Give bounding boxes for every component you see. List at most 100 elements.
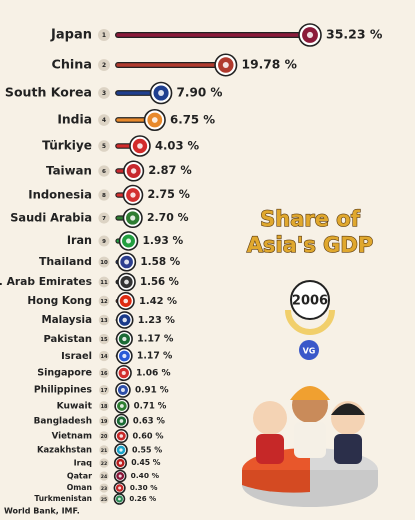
value-label: 1.17 % [137, 351, 172, 362]
category-label: Japan [50, 28, 92, 43]
rank-badge [98, 367, 110, 379]
rank: 19 [101, 419, 108, 425]
rank-badge [98, 189, 110, 201]
category-label: Malaysia [42, 314, 93, 326]
flag-emblem [122, 317, 127, 323]
category-label: Pakistan [43, 334, 92, 345]
flag-emblem [118, 461, 123, 465]
flag-emblem [124, 279, 129, 285]
rank: 8 [102, 193, 106, 199]
value-label: 0.63 % [133, 416, 166, 426]
category-label: Thailand [39, 255, 92, 268]
flag-emblem [306, 31, 314, 39]
rank-badge [99, 416, 109, 426]
rank: 14 [100, 354, 108, 360]
rank-badge [98, 165, 110, 177]
category-label: Qatar [67, 472, 92, 481]
rank: 4 [102, 118, 106, 124]
rank: 20 [101, 434, 108, 440]
rank-badge [99, 445, 109, 455]
rank: 21 [101, 448, 108, 454]
rank: 9 [102, 239, 106, 245]
value-label: 1.93 % [143, 234, 184, 247]
value-label: 1.17 % [137, 334, 174, 345]
flag-emblem [119, 434, 124, 438]
value-label: 1.56 % [140, 277, 179, 288]
flag-emblem [130, 168, 137, 174]
rank: 6 [102, 169, 106, 175]
category-label: Singapore [37, 368, 92, 379]
rank-badge [99, 431, 109, 441]
value-label: 0.45 % [131, 458, 161, 467]
logo: VG [303, 347, 316, 356]
year: 2006 [292, 294, 328, 309]
rank-badge [98, 59, 110, 71]
rank-badge [98, 235, 110, 247]
flag-emblem [122, 353, 127, 359]
value-label: 6.75 % [170, 113, 215, 127]
flag-emblem [118, 497, 121, 501]
rank: 11 [100, 280, 108, 286]
value-label: 0.26 % [129, 495, 156, 503]
rank: 3 [102, 91, 106, 97]
year-arc [285, 309, 335, 335]
category-label: Saudi Arabia [10, 211, 92, 225]
flag-emblem [121, 370, 126, 376]
category-label: Hong Kong [27, 295, 92, 307]
rank: 7 [102, 216, 106, 222]
rank-badge [98, 212, 110, 224]
category-label: Turkmenistan [34, 494, 92, 503]
rank: 25 [101, 497, 107, 503]
rank-badge [99, 483, 109, 493]
rank: 13 [100, 318, 108, 324]
rank-badge [98, 140, 110, 152]
rank-badge [98, 87, 110, 99]
flag-emblem [119, 404, 124, 408]
logo-badge [299, 340, 319, 360]
value-label: 0.55 % [132, 446, 162, 455]
value-label: 0.60 % [133, 431, 164, 441]
rank: 10 [100, 260, 108, 266]
category-label: Kuwait [57, 402, 93, 412]
value-label: 7.90 % [177, 86, 223, 100]
category-label: China [51, 58, 92, 73]
category-label: Kazakhstan [37, 445, 92, 455]
flag-emblem [118, 486, 122, 490]
category-label: Taiwan [46, 164, 92, 178]
flag-emblem [130, 215, 136, 221]
year-badge [290, 280, 330, 320]
rank: 1 [102, 32, 106, 39]
flag-emblem [123, 298, 129, 304]
rank-badge [98, 29, 110, 41]
rank-badge [98, 114, 110, 126]
source: World Bank, IMF. [4, 507, 80, 516]
rank: 2 [102, 62, 106, 69]
rank: 12 [100, 299, 108, 305]
rank: 22 [101, 461, 108, 467]
rank-badge [99, 385, 109, 395]
value-label: 0.40 % [131, 471, 160, 480]
rank-badge [99, 471, 109, 481]
flag-emblem [158, 90, 164, 96]
illustration [242, 386, 378, 507]
rank-badge [99, 494, 109, 504]
flag-emblem [119, 448, 123, 452]
value-label: 19.78 % [242, 58, 297, 72]
category-label: South Korea [5, 85, 92, 100]
flag-emblem [125, 238, 132, 244]
rank: 18 [101, 404, 108, 410]
category-label: India [57, 113, 92, 127]
value-label: 2.87 % [148, 163, 191, 177]
rank: 16 [100, 371, 108, 377]
value-label: 0.71 % [134, 402, 167, 412]
category-label: Bangladesh [34, 417, 92, 427]
value-label: 2.70 % [147, 211, 189, 224]
rank: 17 [101, 388, 108, 394]
category-label: Indonesia [28, 188, 92, 202]
flag-emblem [122, 336, 127, 342]
category-label: Oman [67, 483, 92, 492]
value-label: 1.42 % [139, 296, 177, 307]
value-label: 0.91 % [135, 386, 169, 396]
category-label: Iraq [74, 458, 93, 468]
